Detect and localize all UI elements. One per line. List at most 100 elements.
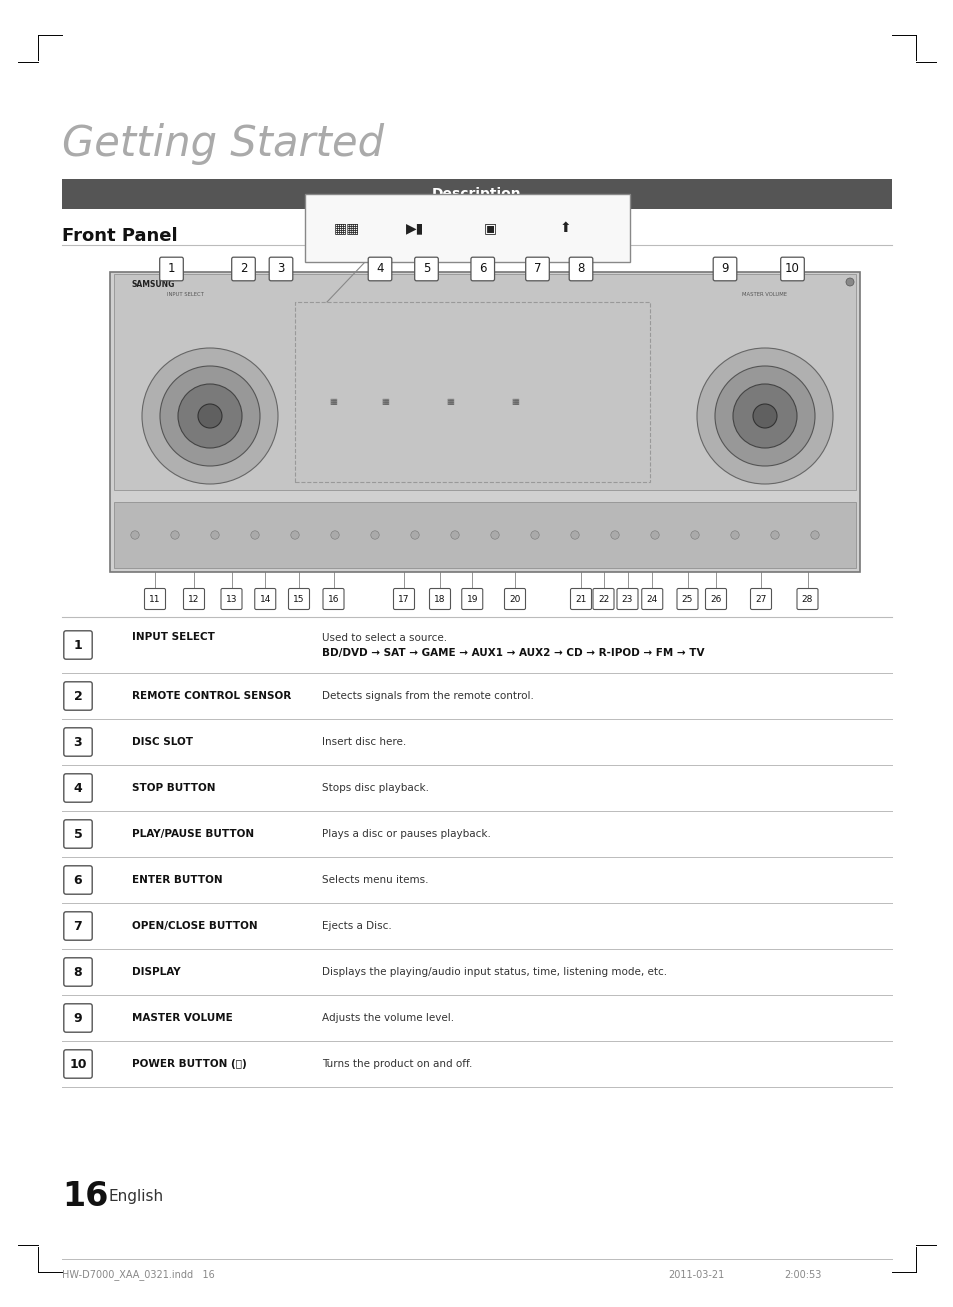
Text: OPEN/CLOSE BUTTON: OPEN/CLOSE BUTTON	[132, 921, 257, 931]
Text: Selects menu items.: Selects menu items.	[322, 874, 428, 885]
FancyBboxPatch shape	[64, 774, 92, 802]
FancyBboxPatch shape	[254, 588, 275, 609]
Circle shape	[490, 531, 498, 540]
Text: ▦: ▦	[511, 396, 518, 405]
Text: INPUT SELECT: INPUT SELECT	[132, 633, 214, 642]
Text: PLAY/PAUSE BUTTON: PLAY/PAUSE BUTTON	[132, 829, 253, 839]
Text: Used to select a source.: Used to select a source.	[322, 633, 447, 643]
Text: Turns the product on and off.: Turns the product on and off.	[322, 1059, 472, 1069]
FancyBboxPatch shape	[641, 588, 662, 609]
Text: 25: 25	[681, 595, 693, 604]
Circle shape	[371, 531, 378, 540]
Circle shape	[697, 348, 832, 484]
FancyBboxPatch shape	[713, 257, 736, 281]
Text: 5: 5	[422, 263, 430, 276]
FancyBboxPatch shape	[64, 958, 92, 987]
Text: ENTER BUTTON: ENTER BUTTON	[132, 874, 222, 885]
FancyBboxPatch shape	[617, 588, 638, 609]
Circle shape	[770, 531, 779, 540]
Text: ▦: ▦	[380, 396, 389, 405]
Text: 11: 11	[149, 595, 161, 604]
Text: 23: 23	[621, 595, 633, 604]
Circle shape	[732, 384, 796, 448]
Text: 13: 13	[226, 595, 237, 604]
Text: Getting Started: Getting Started	[62, 123, 384, 165]
Text: POWER BUTTON (⏻): POWER BUTTON (⏻)	[132, 1059, 247, 1069]
Bar	[294, 302, 649, 482]
FancyBboxPatch shape	[159, 257, 183, 281]
Text: 6: 6	[478, 263, 486, 276]
Circle shape	[845, 278, 853, 286]
Text: 5: 5	[73, 827, 82, 840]
FancyBboxPatch shape	[750, 588, 771, 609]
Text: Ejects a Disc.: Ejects a Disc.	[322, 921, 392, 931]
Text: 8: 8	[73, 966, 82, 979]
Circle shape	[142, 348, 277, 484]
FancyBboxPatch shape	[183, 588, 204, 609]
Circle shape	[810, 531, 819, 540]
Text: DISPLAY: DISPLAY	[132, 967, 180, 978]
FancyBboxPatch shape	[323, 588, 344, 609]
FancyBboxPatch shape	[64, 682, 92, 710]
Text: BD/DVD → SAT → GAME → AUX1 → AUX2 → CD → R-IPOD → FM → TV: BD/DVD → SAT → GAME → AUX1 → AUX2 → CD →…	[322, 648, 703, 657]
Text: Stops disc playback.: Stops disc playback.	[322, 783, 429, 793]
Text: Detects signals from the remote control.: Detects signals from the remote control.	[322, 691, 534, 701]
Circle shape	[211, 531, 219, 540]
Text: 2:00:53: 2:00:53	[783, 1270, 821, 1280]
FancyBboxPatch shape	[64, 865, 92, 894]
Text: 2: 2	[73, 690, 82, 702]
FancyBboxPatch shape	[64, 1050, 92, 1078]
Text: Displays the playing/audio input status, time, listening mode, etc.: Displays the playing/audio input status,…	[322, 967, 666, 978]
FancyBboxPatch shape	[569, 257, 592, 281]
Bar	[113, 274, 855, 490]
Text: 3: 3	[73, 736, 82, 749]
Text: ▣: ▣	[483, 221, 497, 235]
Circle shape	[730, 531, 739, 540]
Text: 19: 19	[466, 595, 477, 604]
Text: 9: 9	[73, 1012, 82, 1025]
FancyBboxPatch shape	[780, 257, 803, 281]
Circle shape	[690, 531, 699, 540]
FancyBboxPatch shape	[288, 588, 309, 609]
Circle shape	[451, 531, 458, 540]
Text: Adjusts the volume level.: Adjusts the volume level.	[322, 1013, 454, 1023]
Text: 17: 17	[397, 595, 410, 604]
Circle shape	[752, 404, 776, 427]
FancyBboxPatch shape	[393, 588, 414, 609]
Text: 10: 10	[784, 263, 800, 276]
Text: Front Panel: Front Panel	[62, 227, 177, 244]
FancyBboxPatch shape	[677, 588, 698, 609]
Text: SAMSUNG: SAMSUNG	[132, 280, 175, 289]
Circle shape	[530, 531, 538, 540]
FancyBboxPatch shape	[64, 631, 92, 659]
FancyBboxPatch shape	[593, 588, 614, 609]
FancyBboxPatch shape	[368, 257, 392, 281]
Text: 28: 28	[801, 595, 812, 604]
Bar	[110, 272, 859, 572]
Text: HW-D7000_XAA_0321.indd   16: HW-D7000_XAA_0321.indd 16	[62, 1269, 214, 1281]
Text: 27: 27	[755, 595, 766, 604]
Text: 14: 14	[259, 595, 271, 604]
Text: REMOTE CONTROL SENSOR: REMOTE CONTROL SENSOR	[132, 691, 291, 701]
Text: 10: 10	[70, 1057, 87, 1070]
Circle shape	[198, 404, 222, 427]
Bar	[305, 193, 629, 261]
Text: 6: 6	[73, 873, 82, 886]
Bar	[62, 179, 891, 209]
Circle shape	[291, 531, 299, 540]
Text: ▦: ▦	[329, 396, 336, 405]
Text: ▦▦: ▦▦	[334, 221, 359, 235]
Text: 4: 4	[73, 782, 82, 795]
Text: English: English	[108, 1189, 163, 1205]
FancyBboxPatch shape	[471, 257, 494, 281]
FancyBboxPatch shape	[269, 257, 293, 281]
FancyBboxPatch shape	[64, 912, 92, 940]
Text: 24: 24	[646, 595, 658, 604]
FancyBboxPatch shape	[415, 257, 437, 281]
FancyBboxPatch shape	[796, 588, 817, 609]
Circle shape	[178, 384, 242, 448]
Text: 1: 1	[168, 263, 175, 276]
FancyBboxPatch shape	[64, 819, 92, 848]
Circle shape	[131, 531, 139, 540]
Text: 21: 21	[575, 595, 586, 604]
